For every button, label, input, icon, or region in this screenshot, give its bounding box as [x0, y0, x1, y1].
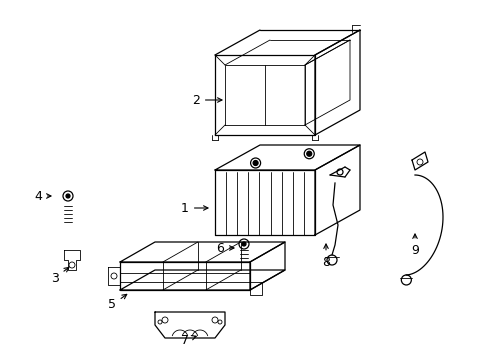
Text: 6: 6 — [216, 242, 233, 255]
Text: 3: 3 — [51, 267, 69, 284]
Circle shape — [242, 242, 245, 246]
Text: 1: 1 — [181, 202, 207, 215]
Text: 9: 9 — [410, 234, 418, 256]
Circle shape — [253, 161, 258, 166]
Circle shape — [306, 151, 311, 156]
Text: 4: 4 — [34, 189, 51, 202]
Text: 8: 8 — [321, 244, 329, 269]
Circle shape — [66, 194, 70, 198]
Text: 5: 5 — [108, 294, 126, 311]
Text: 7: 7 — [181, 333, 196, 346]
Text: 2: 2 — [192, 94, 222, 107]
